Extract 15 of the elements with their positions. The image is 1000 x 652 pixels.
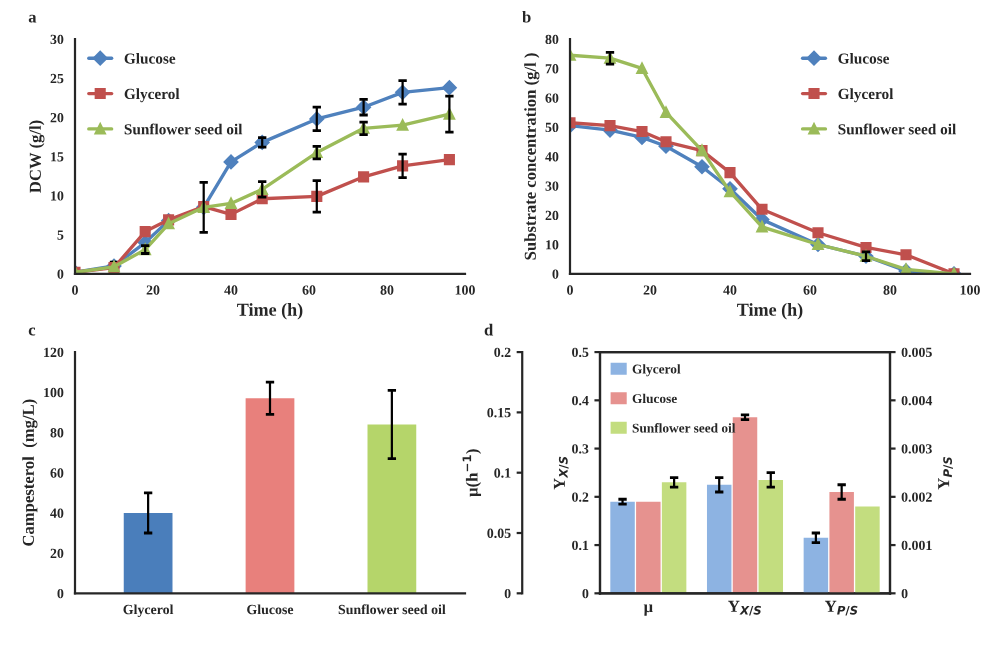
chart-title: c [28,327,36,336]
y-axis-title: Campesterol (mg/L) [22,399,38,546]
y-axis-title: μ(h$^{−1}$) [462,449,482,497]
chart-title: a [28,14,37,23]
y3-axis-title: Y$_{P/S}$ [938,456,953,490]
x-tick-label: μ [643,604,653,616]
x-tick-label: Y$_{X/S}$ [728,600,762,616]
y-axis-title: Substrate concentration (g/l ) [524,53,540,260]
y2-axis-title: Y$_{X/S}$ [553,456,569,490]
y-axis-title: DCW (g/l) [29,120,45,193]
x-tick-label: Y$_{P/S}$ [824,600,858,616]
chart-title: b [522,10,531,23]
chart-title: d [484,323,494,336]
x-axis-title: Time (h) [737,303,803,320]
x-axis-title: Time (h) [237,303,303,320]
